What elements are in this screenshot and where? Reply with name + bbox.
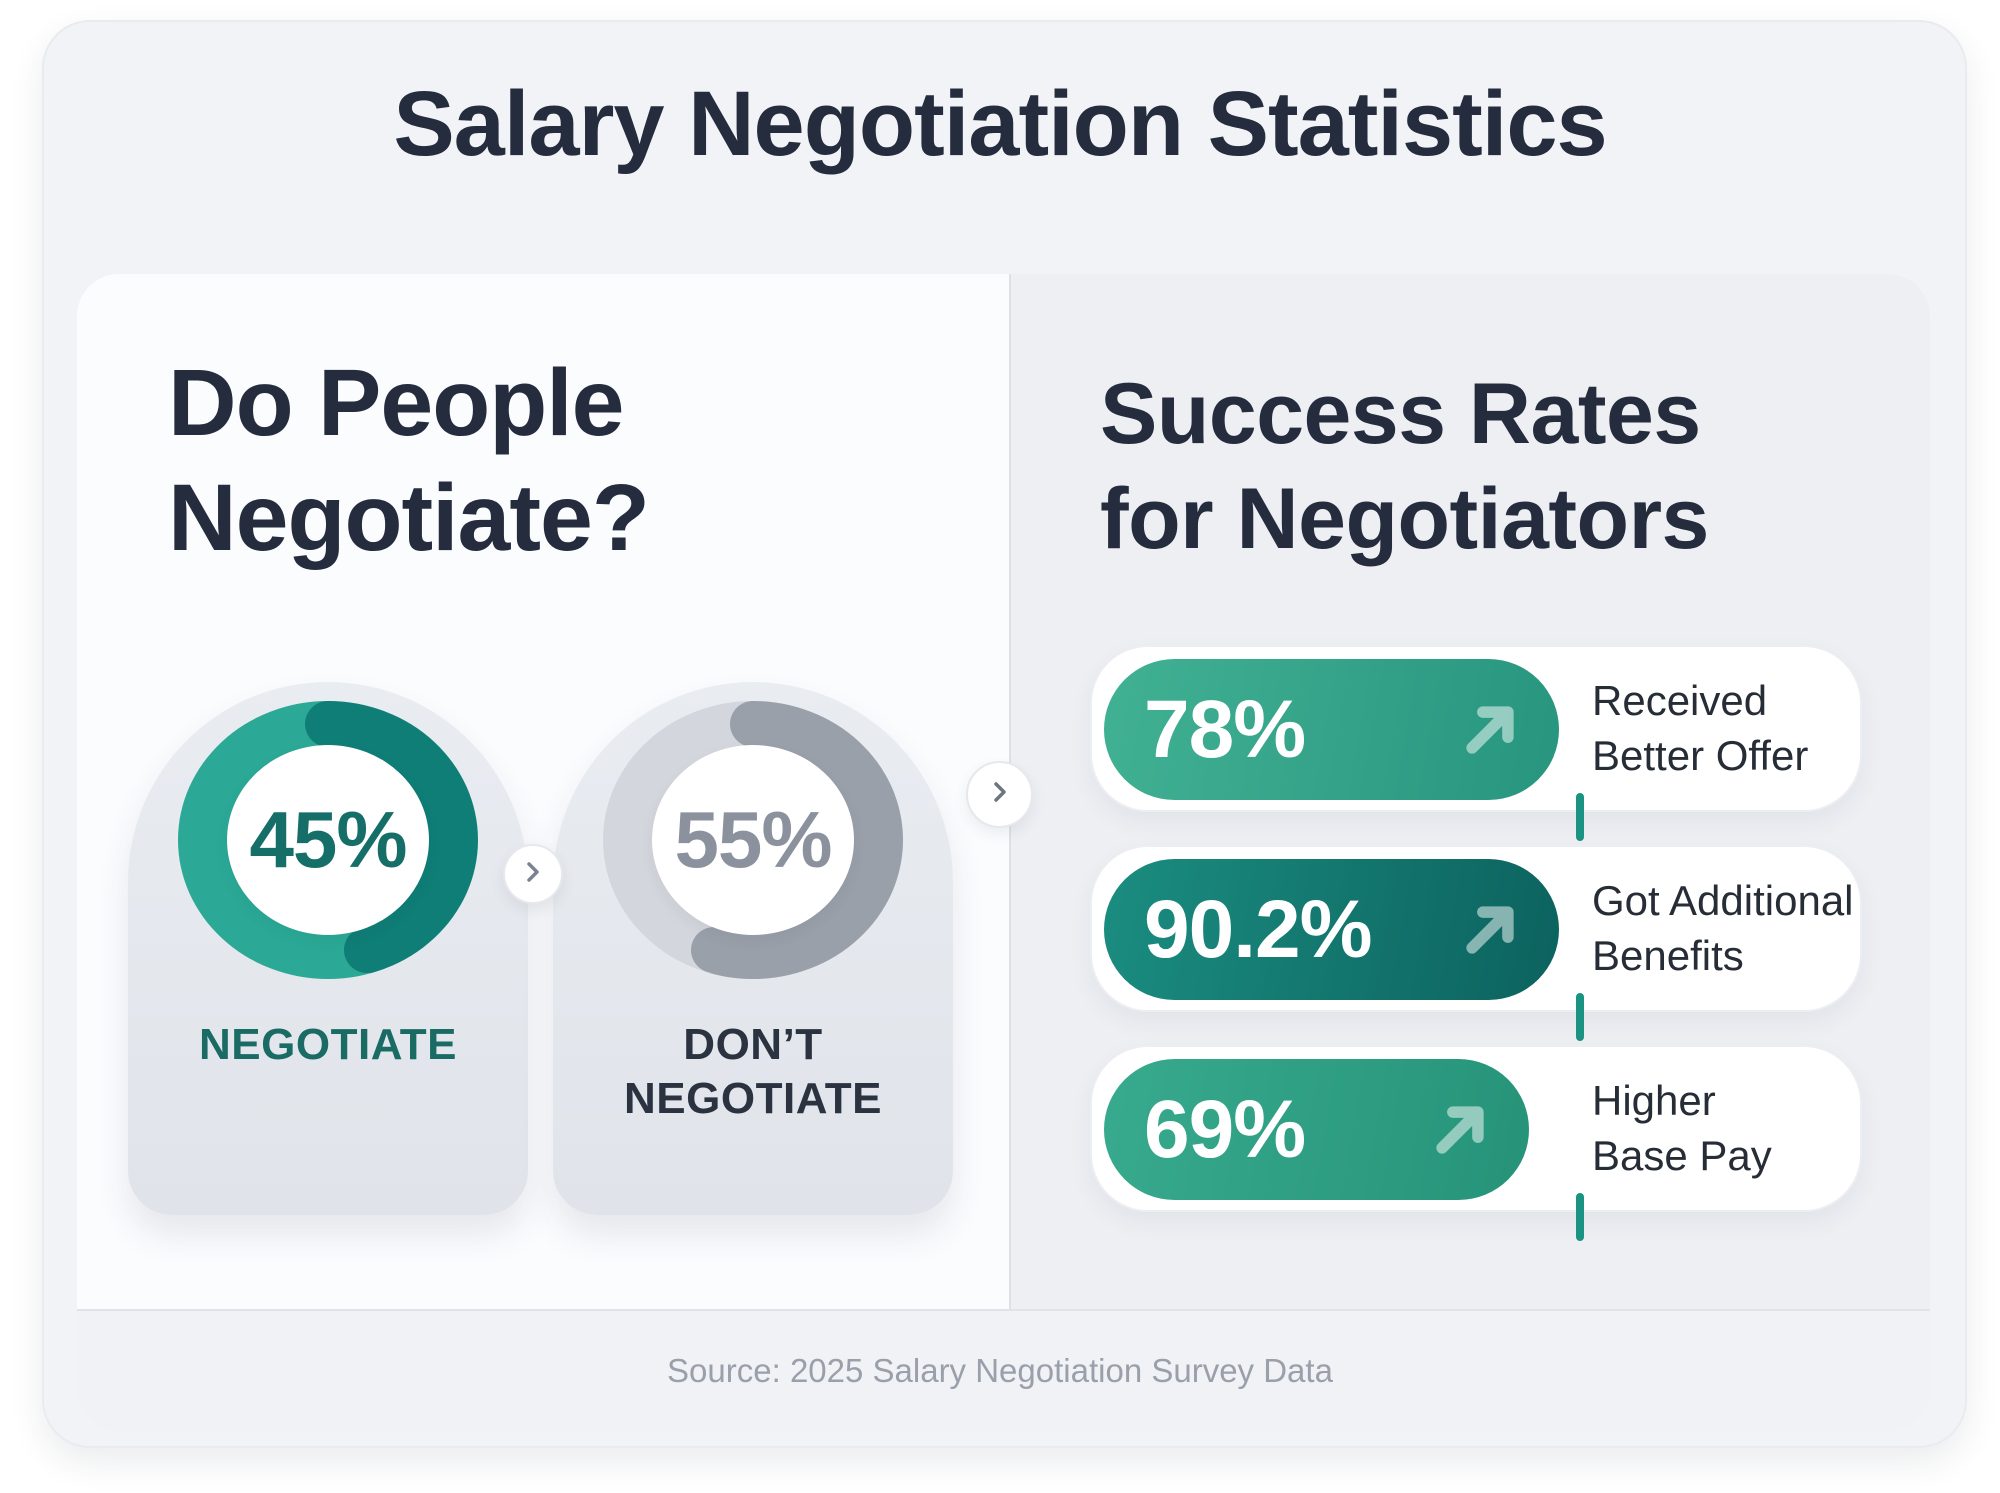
right-panel-heading: Success Rates for Negotiators: [1100, 366, 1709, 567]
negotiate-donut-label: NEGOTIATE: [199, 1020, 457, 1069]
stat-pill: 69%: [1104, 1059, 1529, 1200]
donuts-chevron-badge: [503, 844, 563, 904]
stat-pill: 90.2%: [1104, 859, 1559, 1000]
dont-negotiate-donut-label: DON’T NEGOTIATE: [624, 1020, 882, 1123]
stat-value: 90.2%: [1144, 883, 1373, 975]
stat-pill: 78%: [1104, 659, 1559, 800]
chevron-right-icon: [517, 856, 549, 893]
chevron-right-icon: [984, 776, 1016, 813]
stat-label: Higher Base Pay: [1592, 1076, 1772, 1179]
arrow-up-right-icon: [1447, 687, 1533, 773]
stat-card-received-better-offer: 78% Received Better Offer: [1090, 645, 1862, 841]
negotiate-donut-hole: [227, 745, 429, 935]
panels-chevron-badge: [966, 761, 1033, 828]
stat-value: 78%: [1144, 683, 1306, 775]
arrow-up-right-icon: [1447, 887, 1533, 973]
dont-negotiate-donut-card: 55% DON’T NEGOTIATE: [553, 682, 953, 1215]
stat-tick-mark: [1576, 993, 1584, 1041]
page-title: Salary Negotiation Statistics: [393, 73, 1607, 175]
stat-card-got-additional-benefits: 90.2% Got Additional Benefits: [1090, 845, 1862, 1041]
dont-negotiate-donut-value: 55%: [674, 795, 832, 884]
left-panel-heading: Do People Negotiate?: [168, 350, 650, 571]
footer-divider: [77, 1309, 1930, 1311]
stat-card-higher-base-pay: 69% Higher Base Pay: [1090, 1045, 1862, 1241]
negotiate-donut-value: 45%: [249, 795, 407, 884]
stat-tick-mark: [1576, 1193, 1584, 1241]
negotiate-donut-card: 45% NEGOTIATE: [128, 682, 528, 1215]
source-note: Source: 2025 Salary Negotiation Survey D…: [667, 1352, 1333, 1389]
stat-tick-mark: [1576, 793, 1584, 841]
stat-label: Got Additional Benefits: [1592, 876, 1854, 979]
stat-value: 69%: [1144, 1083, 1306, 1175]
arrow-up-right-icon: [1417, 1087, 1503, 1173]
negotiate-donut-chart: 45%: [178, 701, 478, 979]
dont-negotiate-donut-chart: 55%: [603, 701, 903, 979]
dont-negotiate-donut-hole: [652, 745, 854, 935]
stat-label: Received Better Offer: [1592, 676, 1809, 779]
